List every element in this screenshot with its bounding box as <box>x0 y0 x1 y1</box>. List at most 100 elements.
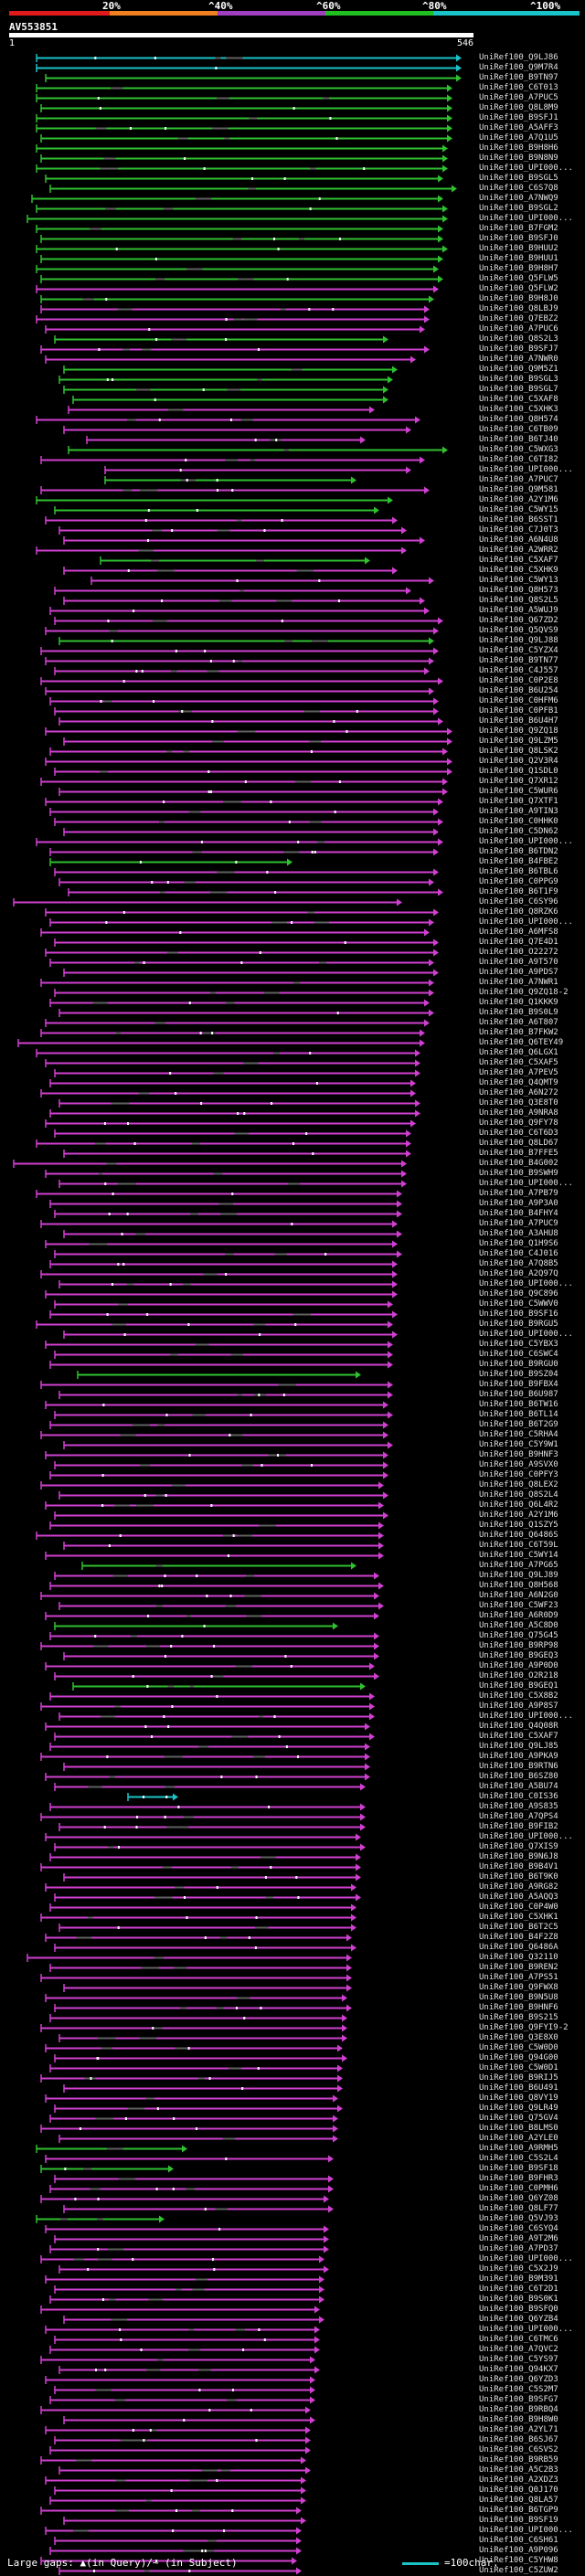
hit-accession-link[interactable]: UniRef100_A3AHU8 <box>479 1229 558 1238</box>
hit-accession-link[interactable]: UniRef100_C5YBX3 <box>479 1340 558 1349</box>
hit-accession-link[interactable]: UniRef100_C5WY15 <box>479 505 558 514</box>
hit-accession-link[interactable]: UniRef100_B9SGL2 <box>479 204 558 213</box>
hit-accession-link[interactable]: UniRef100_Q9LZM5 <box>479 737 558 746</box>
hit-accession-link[interactable]: UniRef100_B9S0L9 <box>479 1008 558 1017</box>
hit-accession-link[interactable]: UniRef100_C5YS97 <box>479 2355 558 2364</box>
hit-accession-link[interactable]: UniRef100_B9SGL5 <box>479 174 558 183</box>
hit-accession-link[interactable]: UniRef100_B9RIJ5 <box>479 2073 558 2083</box>
hit-accession-link[interactable]: UniRef100_C6T2D1 <box>479 2284 558 2294</box>
hit-accession-link[interactable]: UniRef100_B7FKW2 <box>479 1028 558 1037</box>
hit-accession-link[interactable]: UniRef100_Q5QVS9 <box>479 626 558 635</box>
hit-accession-link[interactable]: UniRef100_C5XAF8 <box>479 395 558 404</box>
hit-accession-link[interactable]: UniRef100_Q8S2L4 <box>479 1490 558 1500</box>
hit-accession-link[interactable]: UniRef100_B9B4V1 <box>479 1862 558 1871</box>
hit-accession-link[interactable]: UniRef100_A7NWQ9 <box>479 194 558 203</box>
hit-accession-link[interactable]: UniRef100_B9SF18 <box>479 2164 558 2173</box>
hit-accession-link[interactable]: UniRef100_A9T570 <box>479 958 558 967</box>
hit-accession-link[interactable]: UniRef100_A7NWR1 <box>479 978 558 987</box>
hit-accession-link[interactable]: UniRef100_Q75GV4 <box>479 2114 558 2123</box>
hit-accession-link[interactable]: UniRef100_UPI000... <box>479 1279 573 1288</box>
hit-accession-link[interactable]: UniRef100_C6SWC4 <box>479 1350 558 1359</box>
hit-accession-link[interactable]: UniRef100_B6TW16 <box>479 1400 558 1409</box>
hit-accession-link[interactable]: UniRef100_UPI000... <box>479 214 573 223</box>
hit-accession-link[interactable]: UniRef100_C4J016 <box>479 1249 558 1258</box>
hit-accession-link[interactable]: UniRef100_A7PB79 <box>479 1189 558 1198</box>
hit-accession-link[interactable]: UniRef100_B9H8J0 <box>479 294 558 303</box>
hit-accession-link[interactable]: UniRef100_Q7XR12 <box>479 777 558 786</box>
hit-accession-link[interactable]: UniRef100_C6SH61 <box>479 2536 558 2545</box>
hit-accession-link[interactable]: UniRef100_Q8RZK6 <box>479 907 558 917</box>
hit-accession-link[interactable]: UniRef100_A9T2M6 <box>479 2234 558 2243</box>
hit-accession-link[interactable]: UniRef100_B6T9K0 <box>479 1872 558 1882</box>
hit-accession-link[interactable]: UniRef100_A2YL71 <box>479 2425 558 2434</box>
hit-accession-link[interactable]: UniRef100_UPI000... <box>479 164 573 173</box>
hit-accession-link[interactable]: UniRef100_C6T013 <box>479 83 558 92</box>
hit-accession-link[interactable]: UniRef100_C0PFY3 <box>479 1470 558 1479</box>
hit-accession-link[interactable]: UniRef100_Q8LEX2 <box>479 1480 558 1489</box>
hit-accession-link[interactable]: UniRef100_Q8LA57 <box>479 2496 558 2505</box>
hit-accession-link[interactable]: UniRef100_Q2V3R4 <box>479 757 558 766</box>
hit-accession-link[interactable]: UniRef100_B9M391 <box>479 2274 558 2284</box>
hit-accession-link[interactable]: UniRef100_A5C8D0 <box>479 1621 558 1630</box>
hit-accession-link[interactable]: UniRef100_C6T59L <box>479 1541 558 1550</box>
hit-accession-link[interactable]: UniRef100_B9SF16 <box>479 1309 558 1319</box>
hit-accession-link[interactable]: UniRef100_A6N272 <box>479 1088 558 1097</box>
hit-accession-link[interactable]: UniRef100_C5YHW8 <box>479 2556 558 2565</box>
hit-accession-link[interactable]: UniRef100_C5XAF7 <box>479 1732 558 1741</box>
hit-accession-link[interactable]: UniRef100_A7PD37 <box>479 2244 558 2253</box>
hit-accession-link[interactable]: UniRef100_Q5FLW5 <box>479 274 558 283</box>
hit-accession-link[interactable]: UniRef100_Q8VY19 <box>479 2094 558 2103</box>
hit-accession-link[interactable]: UniRef100_B9HNF3 <box>479 1450 558 1459</box>
hit-accession-link[interactable]: UniRef100_B9RBQ4 <box>479 2405 558 2414</box>
hit-accession-link[interactable]: UniRef100_A9PDS7 <box>479 968 558 977</box>
hit-accession-link[interactable]: UniRef100_B6U254 <box>479 686 558 695</box>
hit-accession-link[interactable]: UniRef100_C5YZX4 <box>479 646 558 655</box>
hit-accession-link[interactable]: UniRef100_Q1H9S6 <box>479 1239 558 1248</box>
hit-accession-link[interactable]: UniRef100_A5AFF3 <box>479 123 558 133</box>
hit-accession-link[interactable]: UniRef100_A2Y1M6 <box>479 1511 558 1520</box>
hit-accession-link[interactable]: UniRef100_A7Q1U5 <box>479 133 558 143</box>
hit-accession-link[interactable]: UniRef100_B9S0K1 <box>479 2295 558 2304</box>
hit-accession-link[interactable]: UniRef100_Q75G45 <box>479 1631 558 1640</box>
hit-accession-link[interactable]: UniRef100_B9RGU5 <box>479 1320 558 1329</box>
hit-accession-link[interactable]: UniRef100_A2YLE0 <box>479 2134 558 2143</box>
hit-accession-link[interactable]: UniRef100_A6N4U8 <box>479 535 558 545</box>
hit-accession-link[interactable]: UniRef100_B9SWH9 <box>479 1169 558 1178</box>
hit-accession-link[interactable]: UniRef100_C5X2J9 <box>479 2264 558 2274</box>
hit-accession-link[interactable]: UniRef100_B9RP98 <box>479 1641 558 1650</box>
hit-accession-link[interactable]: UniRef100_C5ZUW2 <box>479 2566 558 2575</box>
hit-accession-link[interactable]: UniRef100_A6N2G0 <box>479 1591 558 1600</box>
hit-accession-link[interactable]: UniRef100_C5S2M7 <box>479 2385 558 2394</box>
hit-accession-link[interactable]: UniRef100_Q7EBZ2 <box>479 314 558 323</box>
hit-accession-link[interactable]: UniRef100_A9P3A0 <box>479 1199 558 1208</box>
hit-accession-link[interactable]: UniRef100_Q8LSK2 <box>479 747 558 756</box>
hit-accession-link[interactable]: UniRef100_A7PS51 <box>479 1973 558 1982</box>
hit-accession-link[interactable]: UniRef100_Q4Q08R <box>479 1722 558 1731</box>
hit-accession-link[interactable]: UniRef100_B4G002 <box>479 1159 558 1168</box>
hit-accession-link[interactable]: UniRef100_Q9FY78 <box>479 1118 558 1128</box>
hit-accession-link[interactable]: UniRef100_B6U987 <box>479 1390 558 1399</box>
hit-accession-link[interactable]: UniRef100_Q6YZD3 <box>479 2375 558 2384</box>
hit-accession-link[interactable]: UniRef100_B6TL14 <box>479 1410 558 1419</box>
hit-accession-link[interactable]: UniRef100_C0PPG9 <box>479 877 558 886</box>
hit-accession-link[interactable]: UniRef100_B7FFE5 <box>479 1149 558 1158</box>
hit-accession-link[interactable]: UniRef100_C5X8B2 <box>479 1691 558 1701</box>
hit-accession-link[interactable]: UniRef100_UPI000... <box>479 2526 573 2535</box>
hit-accession-link[interactable]: UniRef100_B9REN2 <box>479 1963 558 1972</box>
hit-accession-link[interactable]: UniRef100_C6SVS2 <box>479 2445 558 2454</box>
hit-accession-link[interactable]: UniRef100_Q8H573 <box>479 586 558 595</box>
hit-accession-link[interactable]: UniRef100_Q1SDL0 <box>479 767 558 776</box>
hit-accession-link[interactable]: UniRef100_UPI000... <box>479 2254 573 2263</box>
hit-accession-link[interactable]: UniRef100_B9SGL7 <box>479 385 558 394</box>
hit-accession-link[interactable]: UniRef100_O2R218 <box>479 1671 558 1680</box>
hit-accession-link[interactable]: UniRef100_Q5FLW2 <box>479 284 558 293</box>
hit-accession-link[interactable]: UniRef100_A6R0D9 <box>479 1611 558 1620</box>
hit-accession-link[interactable]: UniRef100_C5XAF7 <box>479 556 558 565</box>
hit-accession-link[interactable]: UniRef100_Q9LJ89 <box>479 1571 558 1580</box>
hit-accession-link[interactable]: UniRef100_B9TN77 <box>479 656 558 665</box>
hit-accession-link[interactable]: UniRef100_B9SFG7 <box>479 2395 558 2404</box>
hit-accession-link[interactable]: UniRef100_Q9FYI9-2 <box>479 2023 569 2032</box>
hit-accession-link[interactable]: UniRef100_Q8S2L3 <box>479 334 558 344</box>
hit-accession-link[interactable]: UniRef100_Q9FWX8 <box>479 1983 558 1992</box>
hit-accession-link[interactable]: UniRef100_Q4QMT9 <box>479 1078 558 1087</box>
